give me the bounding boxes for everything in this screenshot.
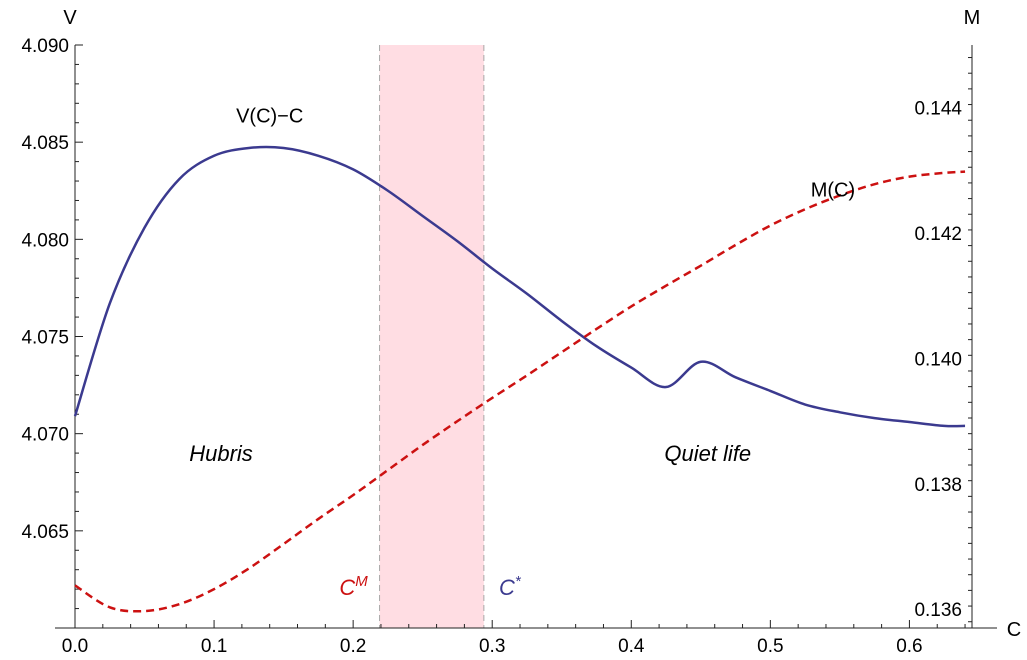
y-right-tick-label: 0.140: [914, 349, 962, 370]
x-tick-label: 0.3: [479, 636, 505, 657]
marker-label-base: C: [499, 575, 515, 600]
series-layer: [73, 145, 966, 613]
y-left-tick-label: 4.065: [21, 522, 69, 543]
y-right-tick-label: 0.142: [914, 224, 962, 245]
marker-label-superscript: *: [515, 573, 522, 590]
marker-label-base: C: [339, 575, 355, 600]
series-label-1: M(C): [811, 180, 855, 202]
series-label-0: V(C)−C: [236, 106, 303, 128]
x-tick-label: 0.5: [757, 636, 783, 657]
x-tick-label: 0.1: [201, 636, 227, 657]
y-left-tick-label: 4.080: [21, 230, 69, 251]
marker-label-superscript: M: [355, 573, 368, 590]
x-tick-label: 0.4: [618, 636, 645, 657]
y-left-tick-label: 4.070: [21, 425, 69, 446]
x-axis-title: C: [1007, 619, 1021, 641]
x-tick-label: 0.0: [62, 636, 88, 657]
region-label-1: Quiet life: [664, 441, 751, 466]
y-right-tick-label: 0.144: [914, 99, 962, 120]
y-right-tick-label: 0.136: [914, 600, 962, 621]
y-right-tick-label: 0.138: [914, 475, 962, 496]
marker-label-0: CM: [339, 573, 368, 600]
series-line-v: [73, 145, 966, 428]
shaded-region-layer: [379, 45, 485, 628]
region-label-0: Hubris: [189, 441, 253, 466]
y-left-tick-label: 4.075: [21, 328, 69, 349]
y-left-axis-title: V: [63, 7, 77, 29]
x-tick-label: 0.2: [340, 636, 366, 657]
y-left-tick-label: 4.090: [21, 36, 69, 57]
y-right-axis-title: M: [964, 7, 981, 29]
y-left-tick-label: 4.085: [21, 133, 69, 154]
marker-label-1: C*: [499, 573, 522, 600]
series-line-m: [74, 170, 966, 613]
x-tick-label: 0.6: [896, 636, 922, 657]
shaded-region: [379, 45, 484, 628]
axes-layer: 0.0 0.1 0.2 0.3 0.4 0.5 0.6 4.065 4.070 4.075 4.08…: [21, 7, 1021, 657]
